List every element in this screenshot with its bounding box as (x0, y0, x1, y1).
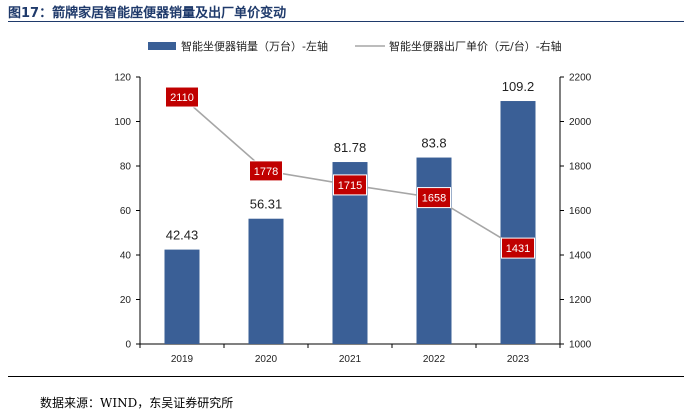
price-value-label: 2110 (170, 92, 194, 104)
price-value-label: 1658 (422, 193, 446, 205)
price-line: 2110 1778 1715 1658 1431 (165, 86, 535, 259)
x-axis-tick-label: 2023 (507, 354, 530, 365)
right-axis-tick-label: 1000 (569, 340, 592, 351)
x-axis-tick-label: 2020 (255, 354, 278, 365)
x-axis-tick-label: 2019 (171, 354, 194, 365)
left-axis-tick-label: 100 (114, 117, 131, 128)
title-rule (8, 21, 684, 22)
right-axis-tick-label: 2000 (569, 117, 592, 128)
right-axis-tick-label: 1400 (569, 251, 592, 262)
right-axis-tick-label: 2200 (569, 73, 592, 84)
source-rule (8, 376, 684, 377)
left-axis-tick-label: 20 (120, 295, 132, 306)
bar-value-label: 83.8 (421, 136, 446, 151)
bar-value-label: 42.43 (166, 228, 199, 243)
bar-value-label: 109.2 (502, 79, 535, 94)
price-label-box (165, 86, 199, 108)
right-axis-tick-label: 1800 (569, 162, 592, 173)
price-label-box (501, 237, 535, 259)
price-label-box (249, 160, 283, 182)
x-axis-tick-label: 2022 (423, 354, 446, 365)
bar-value-label: 56.31 (250, 197, 283, 212)
source-note: 数据来源：WIND，东吴证券研究所 (40, 396, 234, 410)
legend: 智能坐便器销量（万台）-左轴 智能坐便器出厂单价（元/台）-右轴 (148, 39, 562, 53)
right-axis-tick-label: 1200 (569, 295, 592, 306)
right-axis-tick-label: 1600 (569, 206, 592, 217)
price-label-box (333, 174, 367, 196)
left-axis-tick-label: 60 (120, 206, 132, 217)
left-axis-tick-label: 40 (120, 251, 132, 262)
bar (500, 101, 536, 344)
legend-bar-swatch (148, 42, 176, 50)
left-axis-tick-label: 0 (125, 340, 131, 351)
price-value-label: 1778 (254, 166, 278, 178)
left-axis-tick-label: 80 (120, 162, 132, 173)
price-value-label: 1431 (506, 243, 530, 255)
bar-value-label: 81.78 (334, 140, 367, 155)
bar (416, 157, 452, 344)
legend-line-label: 智能坐便器出厂单价（元/台）-右轴 (389, 39, 562, 53)
bar (164, 249, 200, 344)
x-axis-tick-label: 2021 (339, 354, 362, 365)
left-axis-tick-label: 120 (114, 73, 131, 84)
bar (248, 218, 284, 344)
bars: 42.43 56.31 81.78 83.8 109.2 (164, 79, 536, 344)
price-label-box (417, 187, 451, 209)
price-value-label: 1715 (338, 180, 362, 192)
figure-title: 图17：箭牌家居智能座便器销量及出厂单价变动 (8, 6, 287, 21)
legend-bar-label: 智能坐便器销量（万台）-左轴 (181, 39, 328, 53)
